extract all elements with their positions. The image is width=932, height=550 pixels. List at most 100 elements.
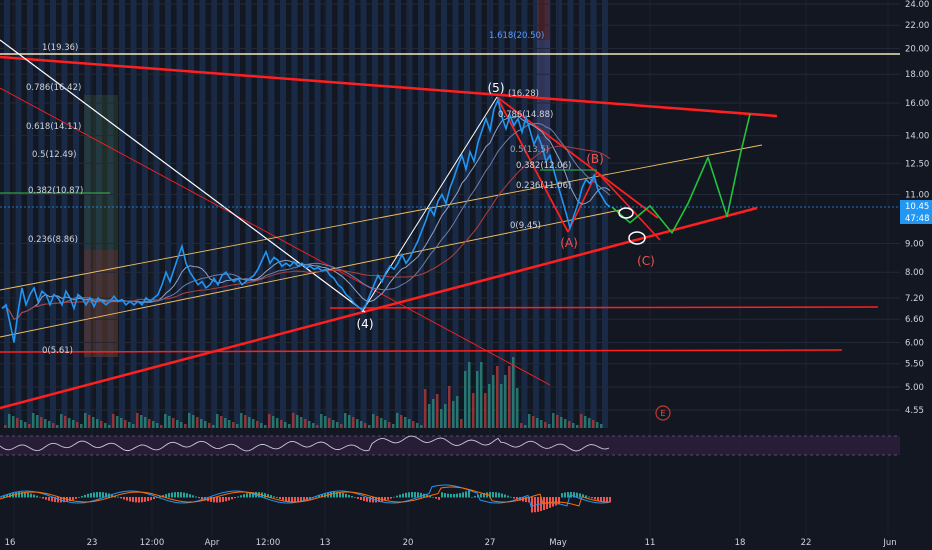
forecast-line xyxy=(611,113,751,234)
macd-histogram-bar xyxy=(396,495,398,498)
macd-histogram-bar xyxy=(201,497,203,500)
volume-bar xyxy=(60,414,63,428)
rsi-pane: 50.00 xyxy=(0,435,929,456)
price-line xyxy=(1,97,611,343)
price-tick: 6.60 xyxy=(905,315,924,325)
macd-histogram-bar xyxy=(93,492,95,498)
macd-histogram-bar xyxy=(555,497,557,506)
price-line-series xyxy=(1,97,611,343)
volume-bar xyxy=(392,424,395,428)
price-tick: 24.00 xyxy=(905,0,929,10)
volume-bar xyxy=(376,416,379,428)
macd-histogram-bar xyxy=(306,497,308,501)
forecast-path xyxy=(0,113,900,245)
volume-bar xyxy=(244,415,247,428)
volume-bar xyxy=(556,415,559,428)
volume-bar xyxy=(504,375,507,428)
wave-c-leg xyxy=(596,171,661,241)
fib-left-label: 0.786(16.42) xyxy=(26,83,81,93)
macd-histogram-bar xyxy=(246,493,248,498)
macd-histogram-bar xyxy=(294,497,296,503)
macd-histogram-bar xyxy=(111,494,113,498)
volume-bar xyxy=(600,424,603,428)
macd-histogram-bar xyxy=(219,497,221,503)
volume-bar xyxy=(216,414,219,428)
macd-histogram-bar xyxy=(510,496,512,498)
volume-bar xyxy=(368,425,371,428)
macd-histogram-bar xyxy=(27,492,29,498)
macd-histogram-bar xyxy=(378,497,380,503)
volume-bar xyxy=(564,419,567,428)
macd-histogram-bar xyxy=(132,497,134,503)
session-highlight-bars xyxy=(4,0,608,428)
wave-label: (5) xyxy=(488,81,505,95)
time-tick: 22 xyxy=(801,538,812,548)
macd-histogram-bar xyxy=(30,493,32,498)
macd-histogram-bar xyxy=(3,495,5,498)
macd-histogram-bar xyxy=(321,494,323,498)
macd-histogram-bar xyxy=(276,497,278,498)
macd-histogram-bar xyxy=(315,496,317,498)
macd-histogram-bar xyxy=(243,494,245,498)
price-axis: 24.00 22.00 20.00 18.00 16.00 14.00 12.50 11.00… xyxy=(900,0,932,550)
macd-histogram-bar xyxy=(222,497,224,502)
macd-histogram-bar xyxy=(153,497,155,500)
macd-histogram-bar xyxy=(90,493,92,498)
macd-histogram-bar xyxy=(228,497,230,501)
session-bar xyxy=(567,0,574,428)
macd-histogram-bar xyxy=(462,492,464,498)
macd-histogram-bar xyxy=(189,494,191,498)
volume-bar xyxy=(176,420,179,428)
fib-left-label: 0.618(14.11) xyxy=(26,122,81,132)
channel-lower xyxy=(0,209,621,338)
volume-bar xyxy=(480,362,483,428)
volume-bar xyxy=(580,414,583,428)
session-bar xyxy=(533,0,539,428)
macd-histogram-bar xyxy=(447,493,449,498)
volume-bar xyxy=(492,375,495,428)
volume-bar xyxy=(240,413,243,428)
macd-histogram-bar xyxy=(210,497,212,502)
macd-histogram-bar xyxy=(33,494,35,498)
volume-bar xyxy=(104,423,107,428)
volume-bar xyxy=(268,414,271,428)
macd-histogram-bar xyxy=(129,497,131,502)
macd-histogram-bar xyxy=(357,497,359,499)
macd-histogram-bar xyxy=(579,493,581,498)
price-tick: 5.00 xyxy=(905,383,924,393)
volume-bar xyxy=(76,422,79,428)
volume-bar xyxy=(164,414,167,428)
macd-histogram-bar xyxy=(150,497,152,501)
time-tick: 18 xyxy=(735,538,746,548)
volume-bar xyxy=(296,415,299,428)
macd-histogram-bar xyxy=(453,493,455,498)
macd-histogram-bar xyxy=(408,492,410,498)
volume-bar xyxy=(124,420,127,428)
session-bar xyxy=(130,0,137,428)
macd-histogram-bar xyxy=(105,492,107,498)
macd-histogram-bar xyxy=(291,497,293,503)
session-bar xyxy=(199,0,206,428)
fib-left-label: 0.5(12.49) xyxy=(32,150,76,160)
volume-bar xyxy=(196,417,199,428)
macd-histogram-bar xyxy=(63,497,65,503)
macd-histogram-bar xyxy=(609,497,611,503)
volume-bar xyxy=(64,416,67,428)
volume-bar xyxy=(32,413,35,428)
session-bar xyxy=(360,0,367,428)
macd-histogram-bar xyxy=(303,497,305,502)
macd-histogram-bar xyxy=(504,494,506,498)
session-bar xyxy=(372,0,378,428)
volume-bar xyxy=(300,417,303,428)
macd-histogram-bar xyxy=(459,493,461,498)
volume-bar xyxy=(520,423,523,428)
session-bar xyxy=(222,0,229,428)
macd-histogram-bar xyxy=(567,492,569,498)
rsi-line xyxy=(0,435,610,452)
volume-bar xyxy=(112,414,115,428)
macd-histogram-bar xyxy=(354,497,356,498)
macd-histogram-bar xyxy=(429,495,431,498)
volume-bar xyxy=(336,422,339,428)
price-tick: 18.00 xyxy=(905,70,929,80)
